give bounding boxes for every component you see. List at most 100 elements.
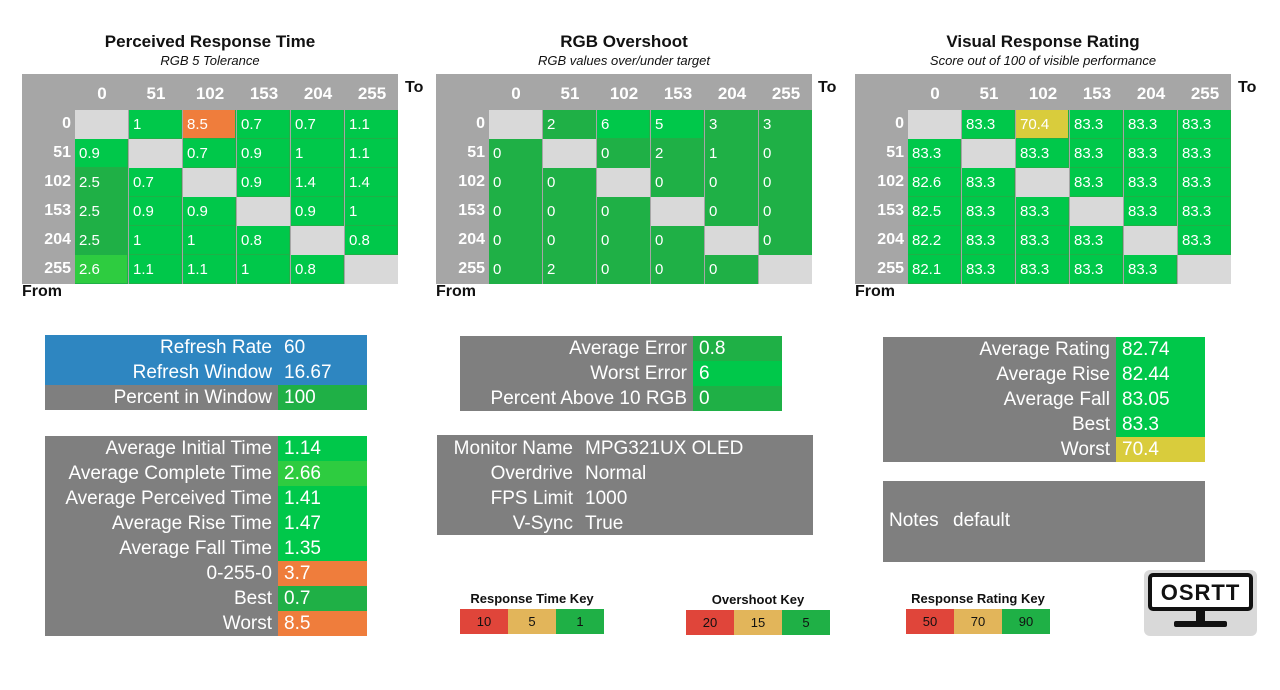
- matrix-cell: 2: [543, 255, 596, 284]
- matrix-cell: 0: [759, 197, 812, 226]
- matrix-cell: 0: [651, 255, 704, 284]
- stat-row: Percent Above 10 RGB 0: [460, 386, 782, 411]
- stat-label: Average Error: [460, 336, 693, 361]
- row-header: 153: [877, 202, 904, 219]
- matrix-grid: 0 51 102 153 204 255 0 83.3 70.4 83.3 83.3 83.3 51 83…: [855, 74, 1231, 284]
- stat-label: Average Rating: [883, 337, 1116, 362]
- column-header: 51: [560, 84, 580, 103]
- matrix-cell: 83.3: [962, 168, 1015, 197]
- column-header: 102: [195, 84, 225, 103]
- matrix-cell: 2: [651, 139, 704, 168]
- stat-value: 0: [693, 386, 782, 411]
- column-header: 51: [146, 84, 166, 103]
- monitor-label: Overdrive: [490, 463, 573, 484]
- column-header: 204: [1136, 84, 1166, 103]
- key-swatch: 1: [556, 609, 604, 634]
- monitor-value: MPG321UX OLED: [585, 438, 744, 459]
- matrix-cell: 2.6: [75, 255, 128, 284]
- matrix-cell-empty: [237, 197, 290, 226]
- matrix-cell-empty: [1070, 197, 1123, 226]
- matrix-cell: 0.9: [129, 197, 182, 226]
- response-rating-key: Response Rating Key 50 70 90: [906, 591, 1050, 634]
- matrix-cell: 3: [705, 110, 758, 139]
- matrix-cell: 83.3: [1016, 255, 1069, 284]
- stat-value: 3.7: [278, 561, 367, 586]
- stat-value: 1.14: [278, 436, 367, 461]
- row-header: 153: [458, 202, 485, 219]
- matrix-cell: 83.3: [1070, 139, 1123, 168]
- row-header: 102: [877, 173, 904, 190]
- overshoot-errors-panel: Average Error 0.8 Worst Error 6 Percent Abov…: [460, 336, 782, 411]
- matrix-cell: 1: [129, 110, 182, 139]
- matrix-cell-empty: [1016, 168, 1069, 197]
- to-label: To: [818, 79, 837, 96]
- panel-subtitle: RGB values over/under target: [538, 53, 710, 68]
- from-label: From: [22, 283, 62, 300]
- stat-value: 2.66: [278, 461, 367, 486]
- matrix-cell: 0.8: [291, 255, 344, 284]
- matrix-cell: 1: [129, 226, 182, 255]
- matrix-cell: 0: [651, 226, 704, 255]
- stat-value: 0.8: [693, 336, 782, 361]
- column-header: 51: [979, 84, 999, 103]
- matrix-cell: 82.2: [908, 226, 961, 255]
- matrix-cell: 1: [705, 139, 758, 168]
- matrix-cell: 0.8: [237, 226, 290, 255]
- stat-label: Average Initial Time: [45, 436, 278, 461]
- monitor-row: FPS Limit 1000: [437, 486, 813, 511]
- key-swatch: 5: [782, 610, 830, 635]
- matrix-cell-empty: [129, 139, 182, 168]
- matrix-cell: 0: [705, 197, 758, 226]
- matrix-cell-empty: [75, 110, 128, 139]
- stat-label: Average Fall Time: [45, 536, 278, 561]
- matrix-cell: 83.3: [1016, 139, 1069, 168]
- matrix-cell: 82.6: [908, 168, 961, 197]
- stat-row: Refresh Rate 60: [45, 335, 367, 360]
- panel-subtitle: Score out of 100 of visible performance: [929, 53, 1157, 68]
- matrix-cell: 1: [291, 139, 344, 168]
- stat-row: Average Fall Time 1.35: [45, 536, 367, 561]
- matrix-cell: 83.3: [1178, 226, 1231, 255]
- stat-label: Best: [883, 412, 1116, 437]
- stat-row: Best 83.3: [883, 412, 1205, 437]
- matrix-cell: 0.7: [291, 110, 344, 139]
- matrix-cell: 83.3: [1016, 226, 1069, 255]
- matrix-grid: 0 51 102 153 204 255 0 2 6 5 3 3 51 0 0 2 1 0 102 0 0 0 0 0 153 0…: [436, 74, 812, 284]
- stat-label: Worst Error: [460, 361, 693, 386]
- row-header: 153: [44, 202, 71, 219]
- stat-value: 0.7: [278, 586, 367, 611]
- matrix-cell: 83.3: [1070, 168, 1123, 197]
- stat-value: 82.44: [1116, 362, 1205, 387]
- matrix-cell: 2.5: [75, 197, 128, 226]
- stat-value: 83.05: [1116, 387, 1205, 412]
- key-swatch: 70: [954, 609, 1002, 634]
- matrix-cell: 0: [759, 139, 812, 168]
- matrix-cell: 0.9: [237, 168, 290, 197]
- stat-row: Average Fall 83.05: [883, 387, 1205, 412]
- matrix-cell-empty: [543, 139, 596, 168]
- from-label: From: [436, 283, 476, 300]
- stat-row: Average Rise Time 1.47: [45, 511, 367, 536]
- overshoot-key: Overshoot Key 20 15 5: [686, 592, 830, 635]
- column-header: 153: [249, 84, 279, 103]
- matrix-cell: 2.5: [75, 226, 128, 255]
- row-header: 0: [476, 115, 485, 132]
- monitor-label: Monitor Name: [453, 438, 573, 459]
- stat-label: Average Fall: [883, 387, 1116, 412]
- matrix-cell: 83.3: [962, 110, 1015, 139]
- panel-title: Perceived Response Time: [104, 32, 316, 51]
- stat-row: Average Rise 82.44: [883, 362, 1205, 387]
- stat-value: 16.67: [278, 360, 367, 385]
- matrix-cell: 0.8: [345, 226, 398, 255]
- column-header: 153: [663, 84, 693, 103]
- row-header: 204: [44, 231, 71, 248]
- matrix-cell: 8.5: [183, 110, 236, 139]
- matrix-cell: 0: [489, 197, 542, 226]
- matrix-cell: 1: [183, 226, 236, 255]
- panel-title: Visual Response Rating: [946, 32, 1140, 51]
- column-header: 0: [511, 84, 521, 103]
- matrix-cell: 82.1: [908, 255, 961, 284]
- row-header: 102: [458, 173, 485, 190]
- matrix-cell: 83.3: [1124, 197, 1177, 226]
- stat-label: Average Perceived Time: [45, 486, 278, 511]
